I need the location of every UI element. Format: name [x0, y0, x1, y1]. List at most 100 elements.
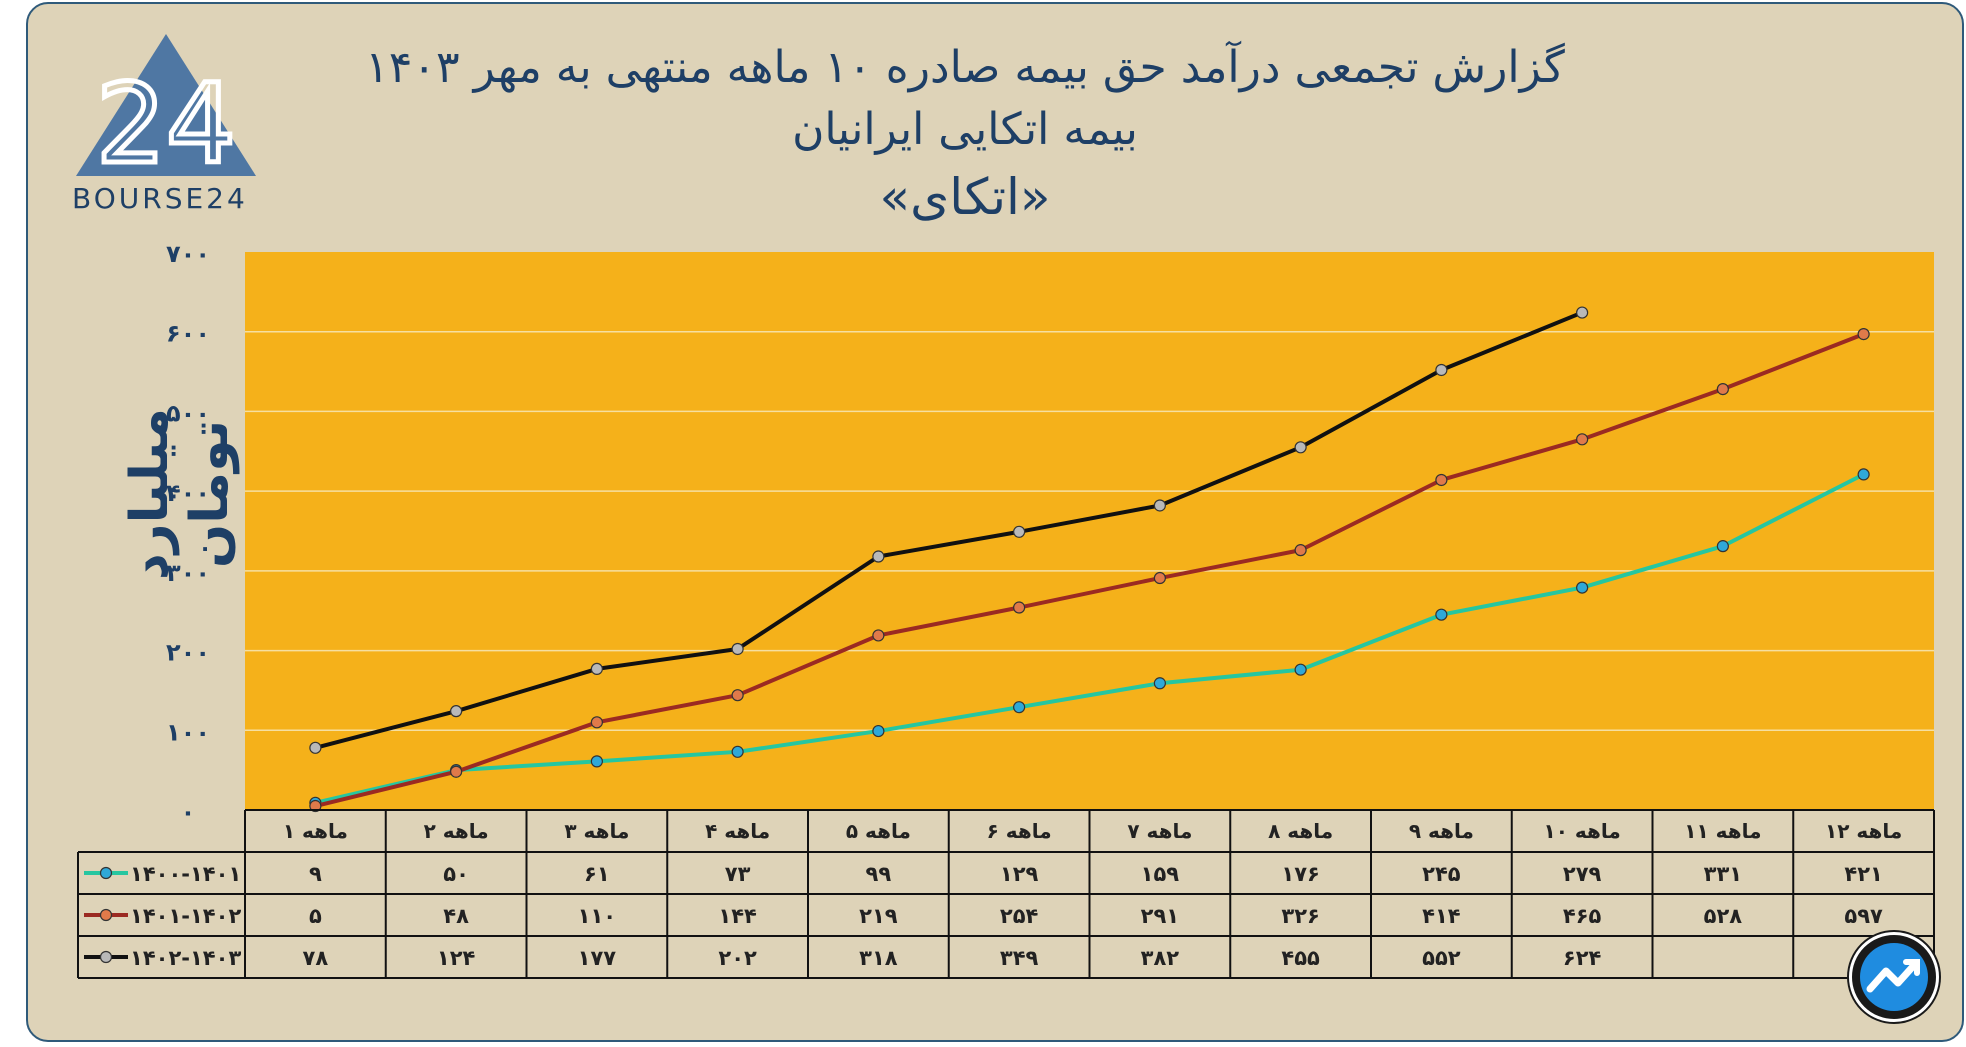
- data-point: [450, 765, 463, 778]
- data-point: [1576, 306, 1589, 319]
- logo-text: BOURSE24: [72, 182, 248, 215]
- chart-subtitle: بیمه اتکایی ایرانیان: [792, 104, 1138, 155]
- data-label: ۵۵۲: [1422, 946, 1461, 970]
- plot-area: [245, 252, 1934, 810]
- data-point: [731, 642, 744, 656]
- legend-marker: [99, 908, 113, 922]
- x-tick-label: ماهه ۸: [1268, 819, 1333, 843]
- y-tick-label: ۶۰۰: [166, 320, 210, 348]
- data-label: ۱۲۴: [437, 946, 476, 970]
- data-label: ۵۰: [443, 862, 469, 886]
- data-label: ۶۲۴: [1563, 946, 1602, 970]
- data-point: [1153, 499, 1166, 512]
- data-label: ۲۴۵: [1422, 862, 1461, 886]
- data-label: ۹۹: [866, 862, 892, 886]
- data-label: ۴۲۱: [1844, 862, 1882, 886]
- y-tick-label: ۳۰۰: [166, 559, 210, 587]
- data-point: [731, 689, 744, 702]
- data-label: ۴۸: [443, 904, 469, 928]
- data-point: [309, 741, 322, 754]
- data-label: ۷۳: [725, 862, 751, 886]
- x-tick-label: ۴ ماهه: [705, 819, 770, 843]
- data-point: [1576, 581, 1589, 594]
- svg-text:24: 24: [96, 60, 236, 184]
- data-point: [590, 662, 603, 676]
- data-label: ۴۶۵: [1563, 904, 1602, 928]
- data-label: ۲۱۹: [859, 904, 898, 928]
- series-line: [314, 332, 1865, 808]
- legend-marker: [99, 950, 113, 964]
- data-point: [1013, 701, 1026, 714]
- data-label: ۴۱۴: [1422, 904, 1461, 928]
- company-ticker: «اتکای»: [879, 168, 1051, 226]
- chart-trend-logo: [1849, 932, 1939, 1022]
- data-label: ۱۷۷: [578, 946, 617, 970]
- y-tick-label: ۱۰۰: [166, 718, 210, 746]
- data-point: [590, 755, 603, 768]
- data-point: [1435, 473, 1448, 487]
- data-point: [1153, 677, 1166, 690]
- y-tick-label: ۰: [181, 798, 196, 826]
- data-point: [450, 705, 463, 718]
- data-label: ۱۴۴: [718, 904, 757, 928]
- data-point: [1294, 544, 1307, 557]
- series-line: [314, 310, 1583, 750]
- data-label: ۳۲۶: [1281, 904, 1319, 928]
- x-tick-label: ۱ ماهه: [283, 819, 348, 843]
- data-label: ۱۷۶: [1281, 862, 1319, 886]
- data-label: ۲۵۴: [1000, 904, 1039, 928]
- x-tick-label: ۱۲ ماهه: [1825, 819, 1902, 843]
- data-label: ۶۱: [584, 862, 610, 886]
- legend-label: ۱۴۰۱-۱۴۰۲: [130, 904, 241, 928]
- data-point: [1294, 441, 1307, 454]
- y-tick-label: ۲۰۰: [166, 639, 210, 667]
- data-label: ۳۴۹: [1000, 946, 1039, 970]
- data-label: ۷۸: [303, 946, 329, 970]
- data-label: ۲۰۲: [718, 946, 757, 970]
- data-label: ۳۸۲: [1141, 946, 1180, 970]
- data-label: ۵۹۷: [1844, 904, 1883, 928]
- data-label: ۱۵۹: [1141, 862, 1180, 886]
- data-label: ۵: [309, 904, 322, 928]
- series-line: [314, 472, 1865, 805]
- y-tick-label: ۷۰۰: [166, 240, 210, 268]
- data-label: ۴۵۵: [1281, 946, 1320, 970]
- x-tick-label: ۶ ماهه: [987, 819, 1052, 843]
- data-point: [1716, 540, 1729, 553]
- data-point: [1153, 571, 1166, 585]
- data-label: ۱۲۹: [1000, 862, 1039, 886]
- data-point: [1294, 663, 1307, 676]
- data-label: ۲۹۱: [1141, 904, 1179, 928]
- y-tick-label: ۴۰۰: [166, 479, 210, 507]
- data-point: [872, 629, 885, 642]
- x-tick-label: ۳ ماهه: [564, 819, 629, 843]
- data-point: [309, 799, 322, 813]
- data-point: [1435, 363, 1448, 377]
- data-point: [1857, 328, 1870, 341]
- legend-label: ۱۴۰۰-۱۴۰۱: [130, 862, 241, 886]
- x-tick-label: ۲ ماهه: [424, 819, 489, 843]
- data-label: ۳۳۱: [1704, 862, 1742, 886]
- data-label: ۱۱۰: [578, 904, 616, 928]
- data-point: [1857, 468, 1870, 481]
- data-point: [1576, 433, 1589, 446]
- data-point: [1716, 383, 1729, 396]
- data-label: ۵۲۸: [1704, 904, 1743, 928]
- data-point: [1013, 601, 1026, 614]
- legend-label: ۱۴۰۲-۱۴۰۳: [130, 946, 241, 970]
- x-tick-label: ۵ ماهه: [846, 819, 911, 843]
- y-tick-label: ۵۰۰: [166, 399, 210, 427]
- x-tick-label: ۱۰ ماهه: [1543, 819, 1620, 843]
- bourse24-logo: 24: [70, 34, 270, 214]
- data-point: [590, 716, 603, 729]
- x-tick-label: ۹ ماهه: [1409, 819, 1474, 843]
- x-tick-label: ماهه ۷: [1127, 819, 1192, 843]
- data-point: [731, 745, 744, 758]
- data-label: ۲۷۹: [1563, 862, 1602, 886]
- data-label: ۳۱۸: [859, 946, 898, 970]
- data-point: [872, 550, 885, 563]
- data-point: [1013, 525, 1026, 538]
- data-point: [1435, 608, 1448, 621]
- data-point: [872, 724, 885, 738]
